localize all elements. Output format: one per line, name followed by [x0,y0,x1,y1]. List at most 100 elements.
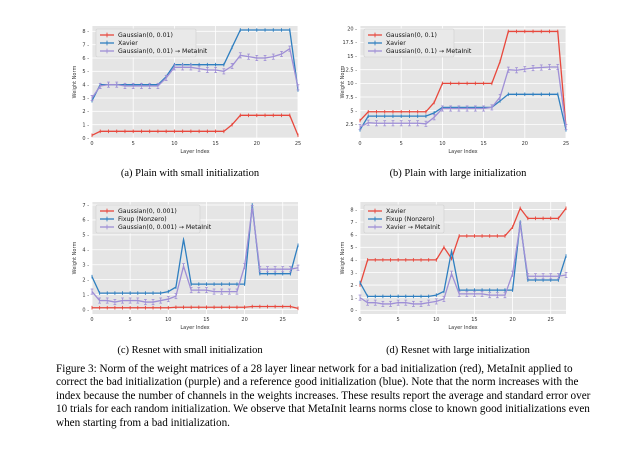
x-tick-label: 10 [433,317,439,323]
legend-entry: Gaussian(0, 0.1) → MetaInit [386,48,472,55]
y-tick-label: 7.5 - [346,95,358,101]
legend-box [95,28,197,58]
y-axis-label: Weight Norm [72,66,78,99]
series-line [359,222,567,298]
x-tick-label: 0 [358,317,361,323]
y-tick-label: 2.5 - [346,122,358,128]
y-tick-label: 7 - [350,220,357,226]
y-tick-label: 6 - [350,233,357,239]
y-tick-label: 3 - [350,270,357,276]
series-line [359,93,567,131]
y-tick-label: 10 - [347,81,357,87]
y-tick-label: 17.5 - [342,40,357,46]
legend-entry: Xavier → MetaInit [386,224,441,231]
series-line [359,30,567,128]
x-tick-label: 20 [254,141,260,147]
subcaption-c: (c) Resnet with small initialization [117,345,263,356]
y-tick-label: 6 - [82,56,89,62]
series-red [91,304,299,311]
x-axis-label: Layer Index [180,149,209,155]
series-line [91,207,299,303]
x-tick-label: 10 [439,141,445,147]
x-tick-label: 10 [171,141,177,147]
chart-c: 0 5 10 15 20 25 0 - 1 - 2 - 3 - 4 - 5 - 6 - 7 - Layer … [72,202,300,331]
legend-entry: Gaussian(0, 0.01) [118,32,173,39]
y-tick-label: 5 - [82,69,89,75]
x-tick-label: 5 [400,141,403,147]
y-tick-label: 4 - [350,258,357,264]
x-tick-label: 20 [522,141,528,147]
series-line [359,224,567,305]
y-tick-label: 3 - [82,263,89,269]
y-tick-label: 0 - [82,307,89,313]
y-tick-label: 4 - [82,248,89,254]
legend-entry: Gaussian(0, 0.01) → MetaInit [118,48,208,55]
series-blue [91,203,299,295]
x-tick-label: 0 [90,317,93,323]
subcaption-a: (a) Plain with small initialization [120,168,260,179]
chart-b: 0 5 10 15 20 25 2.5 - 5 - 7.5 - 10 - 12.5 - 15 - 17.… [340,26,569,155]
x-tick-label: 15 [203,317,209,323]
series-purple [358,63,568,131]
x-tick-label: 15 [212,141,218,147]
y-tick-label: 5 - [82,233,89,239]
y-tick-label: 12.5 - [342,68,357,74]
chart-d: 0 5 10 15 20 25 0 - 1 - 2 - 3 - 4 - 5 - 6 - 7 - 8 - Lay… [340,202,568,331]
x-tick-label: 25 [563,141,569,147]
legend-entry: Gaussian(0, 0.001) [118,208,177,215]
subcaption-b: (b) Plain with large initialization [389,168,527,179]
y-axis-label: Weight Norm [72,242,78,275]
x-tick-label: 10 [165,317,171,323]
legend-entry: Gaussian(0, 0.1) [386,32,437,39]
legend-box [363,28,455,58]
series-line [91,29,299,101]
series-line [91,47,299,99]
series-line [359,206,567,286]
x-tick-label: 20 [509,317,515,323]
y-tick-label: 2 - [82,277,89,283]
legend-entry: Xavier [118,40,138,47]
y-tick-label: 15 - [347,54,357,60]
series-line [91,204,299,294]
y-tick-label: 20 - [347,27,357,33]
chart-panel-c: 0 5 10 15 20 25 0 - 1 - 2 - 3 - 4 - 5 - 6 - 7 - Layer … [70,198,310,348]
y-axis-label: Weight Norm [340,66,346,99]
y-tick-label: 2 - [82,109,89,115]
y-tick-label: 1 - [82,122,89,128]
legend-entry: Gaussian(0, 0.001) → MetaInit [118,224,212,231]
series-red [359,206,567,287]
x-tick-label: 0 [90,141,93,147]
series-purple [358,221,568,307]
y-tick-label: 3 - [82,96,89,102]
series-red [91,113,299,138]
y-axis-label: Weight Norm [340,242,346,275]
x-tick-label: 5 [129,317,132,323]
y-tick-label: 0 - [82,136,89,142]
chart-panel-a: 0 5 10 15 20 25 0 - 1 - 2 - 3 - 4 - 5 - 6 - 7 - 8 - Lay… [70,22,310,172]
y-tick-label: 5 - [350,108,357,114]
subcaption-d: (d) Resnet with large initialization [386,345,530,356]
y-tick-label: 7 - [82,42,89,48]
series-purple [90,45,300,101]
y-tick-label: 5 - [350,245,357,251]
x-tick-label: 5 [397,317,400,323]
x-tick-label: 0 [358,141,361,147]
series-blue [359,220,567,299]
y-tick-label: 1 - [350,295,357,301]
legend-entry: Fixup (Nonzero) [118,216,167,223]
x-axis-label: Layer Index [448,149,477,155]
series-red [359,29,567,129]
y-tick-label: 4 - [82,82,89,88]
y-tick-label: 7 - [82,203,89,209]
series-line [91,114,299,136]
legend-entry: Xavier [386,40,406,47]
y-tick-label: 6 - [82,218,89,224]
y-tick-label: 1 - [82,292,89,298]
y-tick-label: 8 - [82,29,89,35]
x-tick-label: 15 [480,141,486,147]
x-axis-label: Layer Index [180,325,209,331]
chart-a: 0 5 10 15 20 25 0 - 1 - 2 - 3 - 4 - 5 - 6 - 7 - 8 - Lay… [72,26,301,155]
